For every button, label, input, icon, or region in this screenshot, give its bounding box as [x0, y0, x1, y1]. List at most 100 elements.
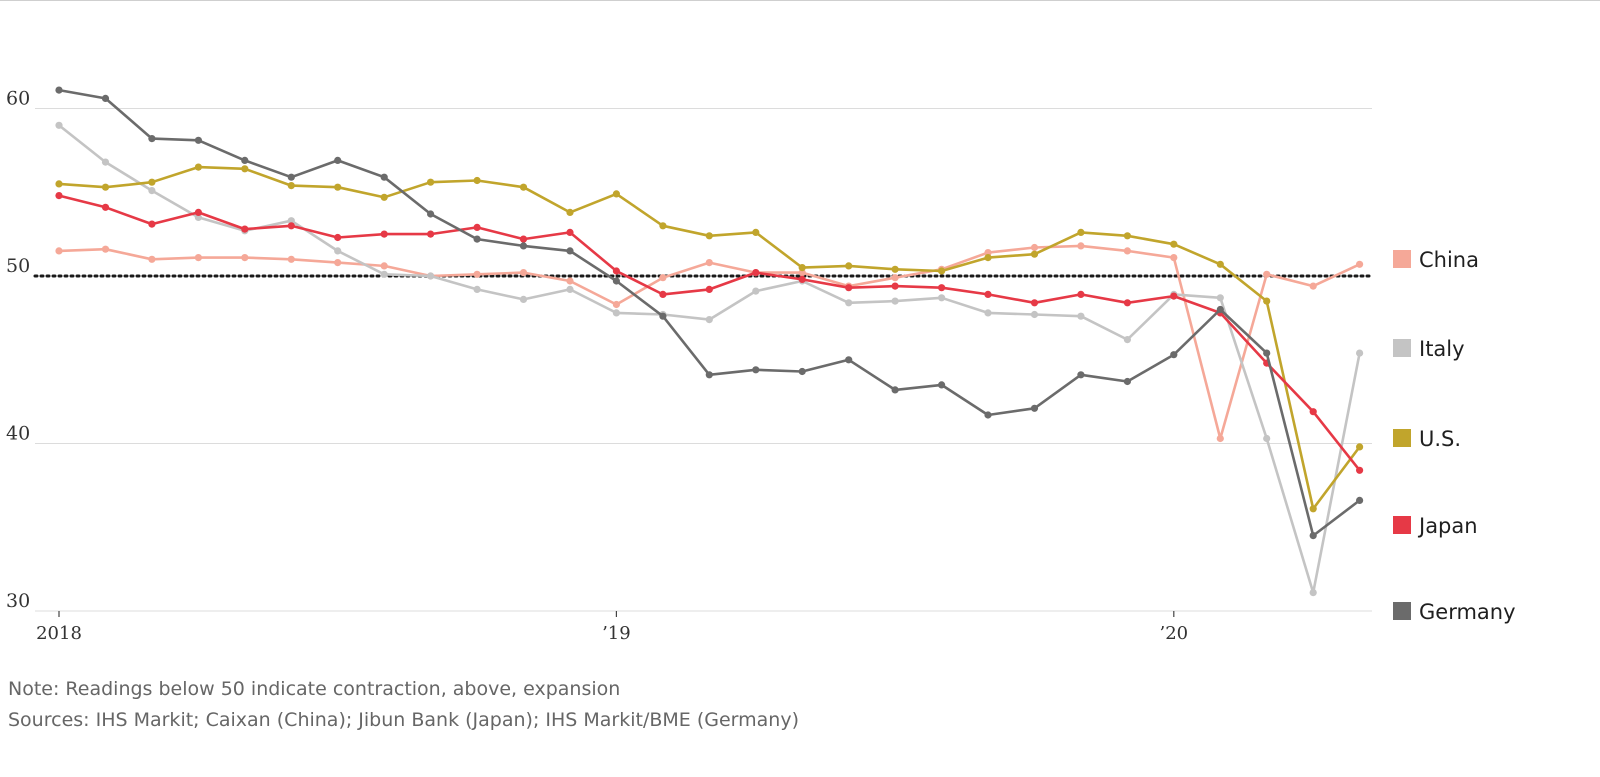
- data-point-germany: [287, 173, 295, 181]
- data-point-italy: [473, 285, 481, 293]
- series-u-s: [55, 163, 1364, 513]
- data-point-japan: [148, 220, 156, 228]
- data-point-japan: [612, 267, 621, 275]
- data-point-china: [891, 274, 899, 282]
- data-point-germany: [1216, 305, 1224, 314]
- data-point-u-s: [1030, 250, 1039, 258]
- data-point-u-s: [427, 178, 435, 186]
- legend-item-germany: Germany: [1393, 600, 1516, 624]
- legend-label: U.S.: [1419, 427, 1461, 451]
- data-point-u-s: [1356, 443, 1364, 451]
- legend-swatch: [1393, 516, 1411, 534]
- data-point-japan: [55, 192, 63, 200]
- series-germany: [55, 86, 1364, 540]
- data-point-germany: [984, 411, 992, 419]
- data-point-italy: [1123, 336, 1131, 344]
- data-point-u-s: [1077, 228, 1085, 236]
- data-point-germany: [798, 367, 806, 376]
- legend-item-japan: Japan: [1393, 514, 1478, 538]
- y-tick-label: 50: [6, 255, 30, 277]
- data-point-italy: [287, 217, 295, 225]
- data-point-china: [1170, 254, 1178, 262]
- data-point-italy: [519, 295, 528, 303]
- data-point-china: [1356, 260, 1364, 268]
- data-point-germany: [519, 242, 528, 250]
- data-point-italy: [148, 187, 156, 195]
- data-point-germany: [148, 135, 156, 143]
- data-point-germany: [659, 312, 667, 320]
- data-point-china: [148, 255, 156, 263]
- data-point-u-s: [1216, 260, 1224, 268]
- legend-label: Italy: [1419, 337, 1465, 361]
- data-point-u-s: [612, 190, 621, 198]
- legend-label: Germany: [1419, 600, 1516, 624]
- data-point-germany: [1030, 404, 1039, 412]
- data-point-italy: [1263, 434, 1271, 443]
- data-point-china: [659, 274, 667, 282]
- data-point-japan: [241, 225, 249, 233]
- data-point-china: [334, 259, 342, 267]
- data-point-germany: [891, 386, 899, 394]
- y-tick-label: 60: [6, 88, 30, 110]
- data-point-germany: [101, 94, 110, 102]
- data-point-china: [1030, 243, 1039, 252]
- data-point-germany: [1077, 371, 1085, 379]
- data-point-u-s: [566, 208, 574, 216]
- data-point-germany: [612, 277, 621, 285]
- data-point-japan: [845, 284, 853, 292]
- data-point-germany: [1170, 351, 1178, 359]
- data-point-germany: [427, 210, 435, 218]
- data-point-china: [705, 259, 713, 267]
- data-point-u-s: [938, 267, 946, 275]
- data-point-italy: [752, 287, 760, 295]
- data-point-germany: [1263, 349, 1271, 357]
- x-tick-label: ’20: [1159, 623, 1188, 644]
- data-point-italy: [1309, 589, 1317, 597]
- data-point-japan: [194, 208, 202, 216]
- data-point-japan: [519, 235, 528, 243]
- y-tick-label: 40: [6, 423, 30, 445]
- data-point-china: [473, 270, 481, 278]
- data-point-china: [1309, 282, 1317, 290]
- data-point-china: [380, 262, 388, 270]
- gridlines: [35, 108, 1372, 612]
- data-point-u-s: [984, 254, 992, 262]
- data-point-germany: [705, 371, 713, 379]
- data-point-germany: [845, 356, 853, 364]
- series-china: [55, 242, 1364, 443]
- data-point-u-s: [101, 183, 110, 191]
- data-point-u-s: [55, 180, 63, 188]
- y-tick-label: 30: [6, 590, 30, 612]
- x-tick-label: 2018: [36, 623, 82, 644]
- data-point-u-s: [148, 178, 156, 186]
- data-point-japan: [1309, 408, 1317, 416]
- data-point-italy: [566, 285, 574, 293]
- data-point-italy: [845, 299, 853, 307]
- data-point-china: [194, 254, 202, 262]
- data-point-u-s: [1309, 505, 1317, 513]
- data-point-u-s: [334, 183, 342, 191]
- data-point-japan: [1356, 466, 1364, 474]
- data-point-u-s: [705, 232, 713, 240]
- legend-swatch: [1393, 339, 1411, 357]
- data-point-china: [1077, 242, 1085, 250]
- data-point-italy: [1356, 349, 1364, 357]
- data-point-germany: [1309, 532, 1317, 540]
- series-japan: [55, 192, 1364, 474]
- data-point-japan: [1123, 299, 1131, 307]
- legend-swatch: [1393, 602, 1411, 620]
- data-point-u-s: [380, 193, 388, 201]
- data-point-japan: [1077, 290, 1085, 298]
- data-point-japan: [287, 222, 295, 230]
- series-line-germany: [57, 88, 1361, 537]
- data-point-italy: [1216, 294, 1224, 302]
- data-point-italy: [1030, 310, 1039, 319]
- data-point-italy: [194, 213, 202, 221]
- top-divider: [0, 0, 1600, 1]
- data-point-china: [241, 254, 249, 262]
- data-point-italy: [612, 309, 621, 317]
- data-point-u-s: [845, 262, 853, 270]
- data-point-u-s: [752, 228, 760, 236]
- data-point-japan: [1170, 292, 1178, 300]
- data-point-u-s: [1263, 297, 1271, 305]
